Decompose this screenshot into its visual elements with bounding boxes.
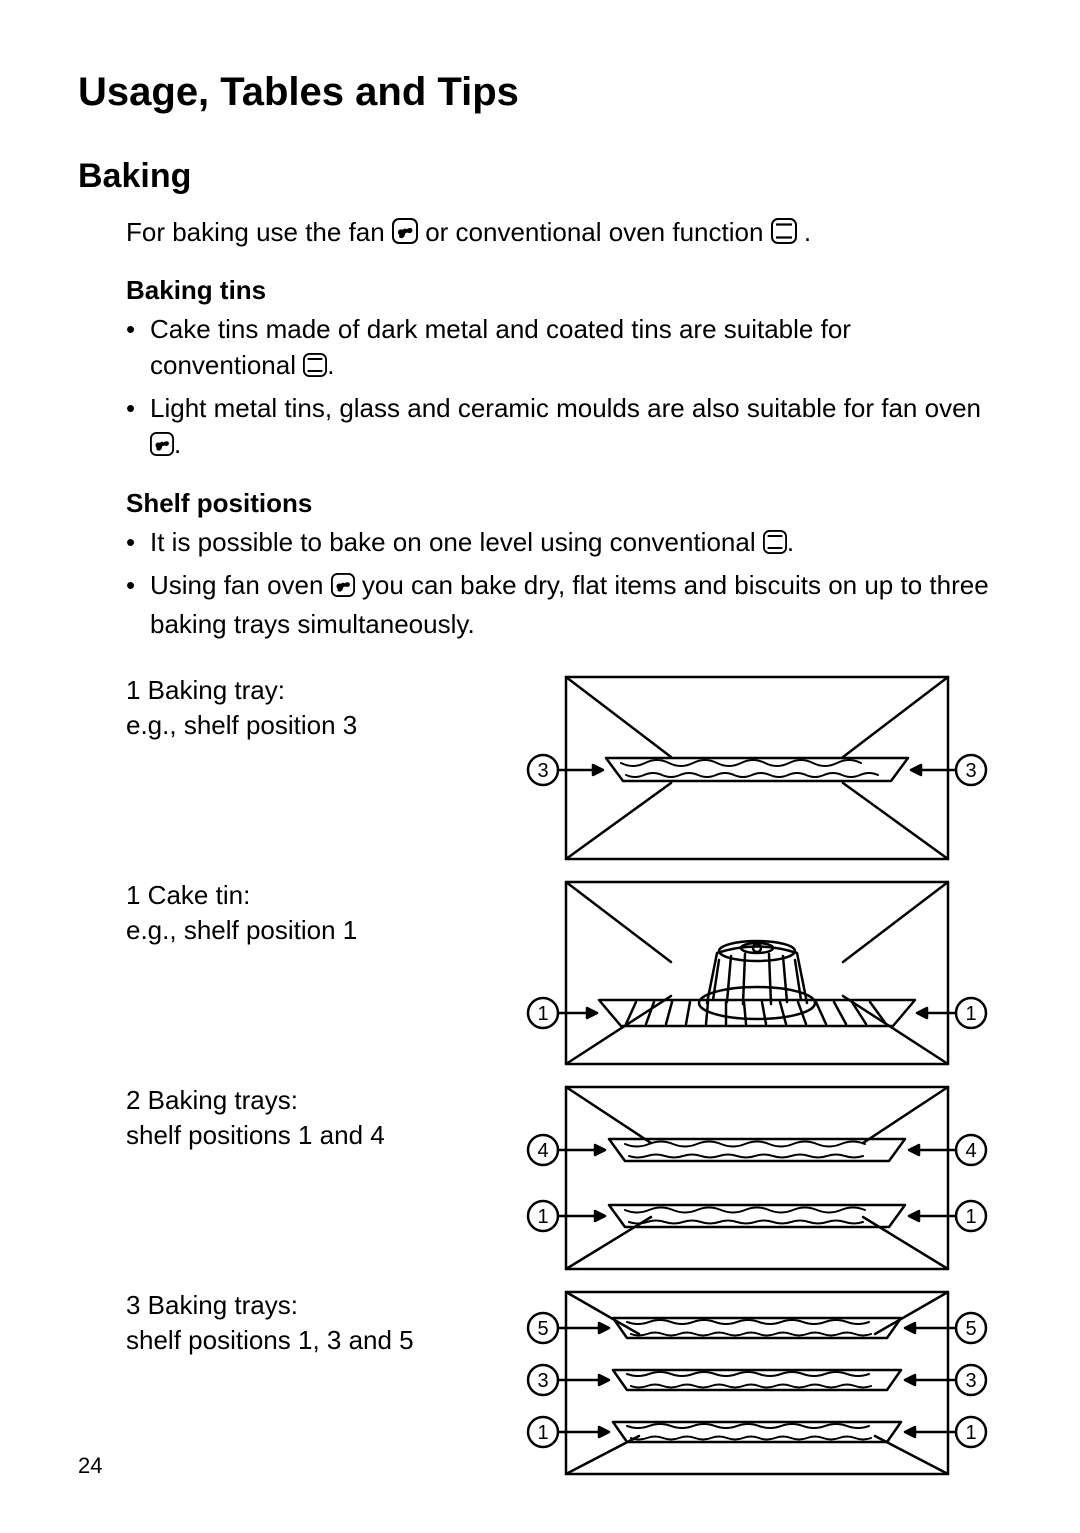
list-item: Using fan oven you can bake dry, flat it… (126, 568, 1002, 643)
list-item: Light metal tins, glass and ceramic moul… (126, 391, 1002, 466)
example-line2: shelf positions 1, 3 and 5 (126, 1325, 414, 1355)
example-text: 3 Baking trays: shelf positions 1, 3 and… (126, 1288, 521, 1360)
svg-text:1: 1 (965, 1206, 976, 1228)
intro-text-b: or conventional oven function (425, 217, 770, 247)
list-text: Light metal tins, glass and ceramic moul… (150, 393, 981, 423)
example-line1: 1 Baking tray: (126, 675, 285, 705)
example-row: 3 Baking trays: shelf positions 1, 3 and… (126, 1288, 1002, 1483)
example-line1: 1 Cake tin: (126, 880, 250, 910)
svg-text:4: 4 (537, 1140, 548, 1162)
examples-block: 1 Baking tray: e.g., shelf position 3 (126, 673, 1002, 1483)
example-row: 1 Baking tray: e.g., shelf position 3 (126, 673, 1002, 868)
oven-figure-1tray-pos3: 3 3 (521, 673, 993, 868)
fan-icon (331, 571, 355, 607)
svg-text:1: 1 (965, 1003, 976, 1025)
oven-figure-2trays-pos1-4: 4 4 1 1 (521, 1083, 993, 1278)
list-text: It is possible to bake on one level usin… (150, 527, 763, 557)
list-text: Cake tins made of dark metal and coated … (150, 314, 851, 380)
example-line1: 3 Baking trays: (126, 1290, 298, 1320)
list-item: Cake tins made of dark metal and coated … (126, 312, 1002, 387)
svg-text:1: 1 (537, 1422, 548, 1444)
svg-text:5: 5 (537, 1318, 548, 1340)
oven-figure-3trays-pos1-3-5: 5 5 3 3 1 1 (521, 1288, 993, 1483)
list-text: . (174, 429, 181, 459)
svg-text:1: 1 (537, 1003, 548, 1025)
example-line2: e.g., shelf position 1 (126, 915, 357, 945)
svg-text:3: 3 (537, 1370, 548, 1392)
conventional-icon (303, 351, 327, 387)
example-text: 2 Baking trays: shelf positions 1 and 4 (126, 1083, 521, 1155)
page-number: 24 (78, 1453, 102, 1479)
svg-text:4: 4 (965, 1140, 976, 1162)
example-text: 1 Cake tin: e.g., shelf position 1 (126, 878, 521, 950)
section-title-baking: Baking (78, 157, 1002, 196)
svg-text:3: 3 (537, 760, 548, 782)
oven-figure-caketin-pos1: 1 1 (521, 878, 993, 1073)
svg-text:5: 5 (965, 1318, 976, 1340)
intro-text-a: For baking use the fan (126, 217, 392, 247)
example-line2: shelf positions 1 and 4 (126, 1120, 385, 1150)
example-row: 1 Cake tin: e.g., shelf position 1 (126, 878, 1002, 1073)
fan-icon (392, 217, 418, 253)
subheading-shelf-positions: Shelf positions (126, 488, 1002, 519)
baking-tins-list: Cake tins made of dark metal and coated … (126, 312, 1002, 466)
fan-icon (150, 430, 174, 466)
svg-text:3: 3 (965, 1370, 976, 1392)
list-text: . (327, 350, 334, 380)
example-row: 2 Baking trays: shelf positions 1 and 4 (126, 1083, 1002, 1278)
list-text: . (787, 527, 794, 557)
shelf-positions-list: It is possible to bake on one level usin… (126, 525, 1002, 643)
example-line2: e.g., shelf position 3 (126, 710, 357, 740)
svg-text:1: 1 (537, 1206, 548, 1228)
list-text: Using fan oven (150, 570, 331, 600)
example-line1: 2 Baking trays: (126, 1085, 298, 1115)
conventional-icon (763, 528, 787, 564)
subheading-baking-tins: Baking tins (126, 275, 1002, 306)
svg-text:1: 1 (965, 1422, 976, 1444)
intro-text-c: . (804, 217, 811, 247)
example-text: 1 Baking tray: e.g., shelf position 3 (126, 673, 521, 745)
page-title: Usage, Tables and Tips (78, 70, 1002, 115)
intro-line: For baking use the fan or conventional o… (126, 214, 1002, 253)
conventional-icon (771, 217, 797, 253)
list-item: It is possible to bake on one level usin… (126, 525, 1002, 564)
svg-text:3: 3 (965, 760, 976, 782)
